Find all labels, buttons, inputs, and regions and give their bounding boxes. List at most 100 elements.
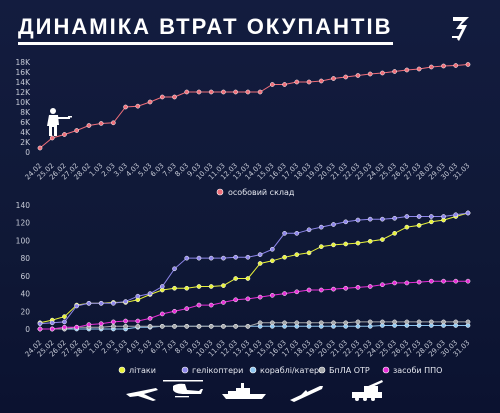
legend-label-uav: БпЛА ОТР bbox=[329, 366, 370, 375]
chart2-point-helicopters bbox=[269, 246, 275, 252]
chart2-point-helicopters bbox=[404, 214, 410, 219]
chart1-point-personnel bbox=[453, 63, 459, 68]
chart2-point-uav bbox=[294, 320, 300, 326]
chart2-point-helicopters bbox=[331, 222, 336, 227]
legend-marker-aa bbox=[382, 366, 390, 374]
chart2-point-aa bbox=[86, 322, 92, 327]
chart2-point-helicopters bbox=[428, 214, 434, 219]
chart1-y-tick: 14K bbox=[16, 78, 32, 87]
chart1-series-line-personnel bbox=[39, 64, 469, 149]
chart1-point-personnel bbox=[172, 94, 177, 100]
chart2-point-helicopters bbox=[208, 255, 214, 261]
chart1-point-personnel bbox=[269, 82, 275, 87]
chart2-point-aa bbox=[294, 289, 300, 295]
chart2-point-aa bbox=[428, 278, 434, 284]
chart2-point-ships bbox=[355, 323, 361, 329]
chart2-point-aa bbox=[37, 326, 43, 332]
soldier-icon bbox=[47, 108, 72, 136]
chart2-point-planes bbox=[306, 250, 312, 256]
chart2-point-planes bbox=[404, 224, 410, 230]
chart2-point-planes bbox=[416, 223, 422, 228]
chart2-point-uav bbox=[147, 323, 153, 329]
legend-marker-ships bbox=[249, 366, 257, 374]
chart2-point-aa bbox=[111, 319, 116, 325]
chart2-point-helicopters bbox=[147, 291, 153, 296]
legend-label-personnel: особовий склад bbox=[228, 188, 295, 197]
chart2-point-helicopters bbox=[37, 321, 43, 327]
chart1-point-personnel bbox=[355, 73, 361, 78]
chart2-point-planes bbox=[172, 285, 177, 291]
chart2-point-uav bbox=[111, 323, 116, 329]
chart1-point-personnel bbox=[343, 74, 349, 80]
chart1-point-personnel bbox=[208, 89, 214, 95]
chart2-point-aa bbox=[49, 326, 55, 332]
chart2-point-aa bbox=[98, 321, 104, 327]
chart2-point-uav bbox=[318, 320, 324, 326]
chart1-y-tick: 18K bbox=[16, 58, 32, 67]
chart2-y-tick: 80 bbox=[20, 254, 30, 263]
chart1-point-personnel bbox=[159, 94, 165, 100]
chart2-point-uav bbox=[233, 323, 239, 329]
chart2-point-uav bbox=[282, 320, 287, 326]
chart2-point-aa bbox=[159, 311, 165, 317]
chart2-point-planes bbox=[221, 283, 226, 288]
chart2-point-helicopters bbox=[306, 227, 312, 233]
chart1-point-personnel bbox=[196, 89, 202, 95]
chart1-y-tick: 4K bbox=[20, 128, 31, 137]
chart2-point-helicopters bbox=[49, 320, 55, 326]
chart2-y-tick: 20 bbox=[20, 307, 30, 316]
chart2-point-helicopters bbox=[294, 230, 300, 236]
chart2-point-helicopters bbox=[135, 293, 141, 299]
chart2-series-line-planes bbox=[39, 212, 469, 324]
chart2-point-uav bbox=[380, 319, 385, 325]
chart1-point-personnel bbox=[331, 76, 336, 81]
chart2-point-aa bbox=[441, 278, 446, 284]
legend-marker-personnel bbox=[216, 188, 224, 196]
chart2-point-uav bbox=[208, 323, 214, 329]
chart2-point-planes bbox=[343, 241, 349, 247]
chart1-point-personnel bbox=[257, 89, 263, 95]
chart2-point-aa bbox=[465, 278, 471, 284]
chart1-y-tick: 2K bbox=[20, 138, 31, 147]
chart2-point-aa bbox=[282, 291, 287, 296]
chart2-point-planes bbox=[392, 230, 397, 236]
chart2-point-uav bbox=[367, 319, 373, 325]
chart2-point-helicopters bbox=[221, 255, 226, 261]
chart2-point-uav bbox=[392, 319, 397, 325]
chart2-point-planes bbox=[355, 240, 361, 246]
chart2-point-helicopters bbox=[380, 216, 385, 222]
chart2-point-aa bbox=[245, 296, 251, 302]
chart2-point-aa bbox=[392, 280, 397, 286]
logo-icon bbox=[452, 17, 469, 41]
chart2-point-aa bbox=[404, 280, 410, 286]
legend-marker-planes bbox=[118, 366, 126, 374]
chart2-point-planes bbox=[196, 284, 202, 289]
chart2-point-planes bbox=[318, 244, 324, 249]
chart2-point-uav bbox=[245, 323, 251, 329]
chart2-point-aa bbox=[343, 285, 349, 291]
chart2-point-planes bbox=[331, 242, 336, 248]
chart1-point-personnel bbox=[74, 128, 80, 133]
ship-icon bbox=[222, 383, 266, 399]
chart2-y-tick: 100 bbox=[16, 236, 31, 245]
legend-marker-helicopters bbox=[181, 366, 189, 374]
chart2-point-planes bbox=[257, 261, 263, 266]
chart2-point-uav bbox=[172, 323, 177, 329]
chart2-point-helicopters bbox=[86, 300, 92, 306]
missile-icon bbox=[290, 386, 323, 402]
chart2-y-tick: 120 bbox=[16, 219, 31, 228]
chart2-point-helicopters bbox=[233, 254, 239, 260]
chart2-point-planes bbox=[294, 252, 300, 257]
chart1-point-personnel bbox=[98, 121, 104, 126]
chart1-point-personnel bbox=[111, 120, 116, 126]
chart2-point-aa bbox=[196, 302, 202, 308]
chart2-point-helicopters bbox=[416, 214, 422, 219]
chart2-point-planes bbox=[233, 276, 239, 281]
aa-system-icon bbox=[352, 380, 383, 401]
chart1-point-personnel bbox=[37, 145, 43, 151]
chart2-point-helicopters bbox=[355, 217, 361, 223]
chart2-point-uav bbox=[465, 319, 471, 325]
chart2-point-uav bbox=[123, 323, 128, 329]
chart2-point-helicopters bbox=[441, 214, 446, 219]
